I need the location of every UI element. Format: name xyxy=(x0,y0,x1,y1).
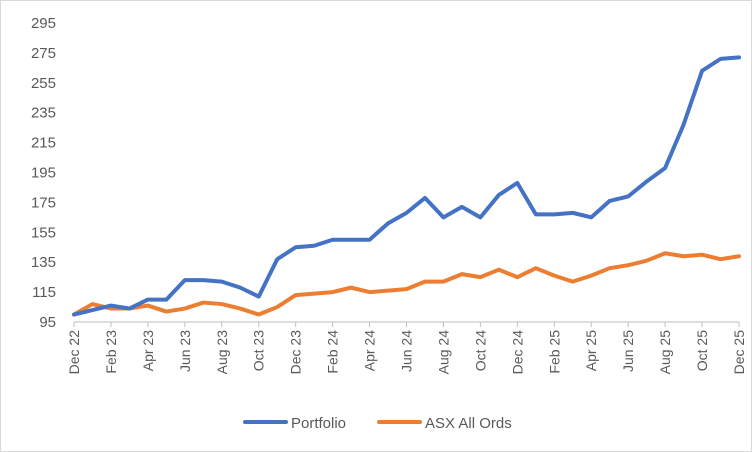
x-tick-label: Aug 23 xyxy=(214,330,230,375)
x-tick-label: Dec 23 xyxy=(288,330,304,375)
x-tick-label: Dec 25 xyxy=(731,330,747,375)
y-axis: 95 115 135 155 175 195 215 235 255 275 295 xyxy=(31,15,56,331)
series-line-asx-all-ords xyxy=(72,251,741,317)
y-tick-label: 195 xyxy=(31,165,56,182)
x-tick-label: Jun 24 xyxy=(399,330,415,372)
legend-label-portfolio: Portfolio xyxy=(291,415,346,432)
y-tick-label: 135 xyxy=(31,254,56,271)
x-tick-label: Feb 24 xyxy=(325,330,341,374)
y-tick-label: 155 xyxy=(31,224,56,241)
y-tick-label: 95 xyxy=(39,314,56,331)
legend-label-asx-all-ords: ASX All Ords xyxy=(425,415,512,432)
x-tick-label: Apr 25 xyxy=(583,330,599,371)
x-tick-label: Aug 25 xyxy=(657,330,673,375)
y-tick-label: 255 xyxy=(31,75,56,92)
x-tick-label: Feb 25 xyxy=(546,330,562,374)
y-tick-label: 295 xyxy=(31,15,56,32)
y-tick-label: 175 xyxy=(31,194,56,211)
y-tick-label: 235 xyxy=(31,105,56,122)
x-tick-label: Dec 22 xyxy=(66,330,82,375)
x-tick-label: Oct 25 xyxy=(694,330,710,371)
y-tick-label: 115 xyxy=(32,284,56,301)
x-axis: Dec 22 Feb 23 Apr 23 Jun 23 Aug 23 Oct 23 Dec … xyxy=(66,321,747,375)
y-tick-label: 215 xyxy=(31,135,56,152)
y-tick-label: 275 xyxy=(31,45,56,62)
x-tick-label: Oct 23 xyxy=(251,330,267,371)
x-tick-label: Apr 23 xyxy=(140,330,156,371)
x-tick-label: Oct 24 xyxy=(472,330,488,371)
series-line-portfolio xyxy=(72,55,741,317)
series-layer xyxy=(72,55,741,317)
x-tick-label: Apr 24 xyxy=(362,330,378,371)
x-tick-label: Jun 25 xyxy=(620,330,636,372)
x-tick-label: Dec 24 xyxy=(509,330,525,375)
x-tick-label: Feb 23 xyxy=(103,330,119,374)
legend: Portfolio ASX All Ords xyxy=(243,415,512,432)
x-tick-label: Jun 23 xyxy=(177,330,193,372)
x-tick-label: Aug 24 xyxy=(435,330,451,375)
